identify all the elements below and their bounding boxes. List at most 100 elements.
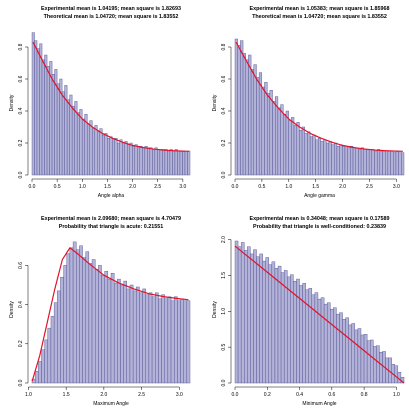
- histogram-bar: [177, 300, 181, 384]
- y-axis-label: Density: [212, 301, 218, 318]
- y-tick-label: 0.6: [18, 262, 24, 269]
- histogram-bar: [317, 298, 322, 384]
- histogram-bar: [81, 118, 85, 176]
- y-tick-label: 0.2: [18, 139, 24, 146]
- histogram-bar: [79, 245, 83, 384]
- histogram-bar: [398, 152, 402, 176]
- histogram-bar: [136, 286, 140, 384]
- histogram-bar: [63, 265, 67, 384]
- histogram-bar: [366, 149, 370, 176]
- histogram-bar: [69, 247, 74, 384]
- y-tick-label: 0.4: [221, 107, 227, 114]
- x-axis-label: Angle gamma: [304, 193, 335, 199]
- histogram-bar: [144, 145, 148, 176]
- y-tick-label: 0.0: [18, 379, 24, 386]
- histogram-bar: [293, 125, 297, 176]
- chart-panel-1: Experimental mean is 1.04195; mean squar…: [9, 6, 191, 199]
- histogram-bar: [308, 288, 313, 384]
- x-tick-label: 0.5: [258, 184, 265, 190]
- x-tick-label: 2.0: [129, 184, 136, 190]
- histogram-bar: [123, 280, 127, 384]
- histogram-bar: [120, 284, 124, 384]
- histogram-bar: [323, 139, 327, 176]
- histogram-bar: [366, 340, 371, 384]
- histogram-bar: [82, 257, 86, 384]
- histogram-bar: [34, 40, 38, 176]
- histogram-bar: [127, 144, 131, 176]
- x-tick-label: 1.0: [285, 184, 292, 190]
- histogram-bar: [345, 317, 349, 384]
- histogram-bar: [342, 145, 346, 176]
- histogram-bar: [293, 280, 297, 384]
- histogram-bar: [159, 149, 163, 176]
- y-tick-label: 0.6: [221, 75, 227, 82]
- histogram-bar: [248, 54, 252, 176]
- x-tick-label: 1.5: [63, 392, 70, 398]
- histogram-bar: [164, 149, 168, 176]
- chart-title-line2: Probability that triangle is acute: 0.21…: [59, 224, 164, 230]
- histogram-bar: [151, 296, 156, 384]
- histogram-bar: [60, 276, 64, 384]
- y-axis-label: Density: [212, 94, 218, 111]
- histogram-bar: [51, 73, 55, 176]
- histogram-bar: [240, 40, 244, 176]
- histogram-bar: [326, 142, 330, 176]
- histogram-bar: [288, 120, 292, 176]
- histogram-bar: [139, 292, 143, 384]
- histogram-bar: [102, 134, 105, 176]
- chart-panel-2: Experimental mean is 1.05383; mean squar…: [212, 6, 405, 199]
- histogram-bar: [76, 112, 80, 176]
- histogram-bar: [371, 149, 375, 176]
- y-tick-label: 0.8: [18, 43, 24, 50]
- histogram-bar: [142, 147, 146, 176]
- histogram-bar: [161, 294, 165, 384]
- histogram-bar: [320, 297, 325, 384]
- histogram-bar: [304, 133, 308, 176]
- histogram-bar: [170, 300, 175, 384]
- chart-title-line2: Theoretical mean is 1.04720; mean square…: [44, 14, 179, 20]
- histogram-bar: [110, 273, 115, 384]
- x-tick-label: 2.5: [138, 392, 145, 398]
- histogram-bar: [382, 150, 386, 176]
- x-tick-label: 0.4: [296, 392, 303, 398]
- histogram-bar: [88, 263, 93, 384]
- histogram-bar: [352, 147, 356, 176]
- histogram-bar: [129, 142, 133, 176]
- histogram-bar: [394, 365, 399, 384]
- x-tick-label: 2.0: [100, 392, 107, 398]
- density-curve: [235, 41, 403, 152]
- histogram-bar: [259, 253, 263, 384]
- histogram-bar: [258, 72, 263, 176]
- histogram-bar: [393, 152, 397, 176]
- histogram-bar: [271, 261, 276, 384]
- x-tick-label: 1.0: [25, 392, 32, 398]
- histogram-bar: [44, 339, 48, 384]
- histogram-bar: [291, 117, 295, 176]
- histogram-bar: [164, 298, 169, 384]
- histogram-bar: [180, 298, 184, 384]
- x-tick-label: 3.0: [179, 184, 186, 190]
- histogram-bar: [117, 142, 120, 176]
- histogram-bar: [268, 264, 273, 384]
- histogram-bar: [155, 292, 159, 384]
- histogram-bar: [117, 278, 121, 384]
- histogram-bar: [315, 139, 319, 176]
- histogram-bar: [167, 296, 172, 384]
- x-axis-label: Maximum Angle: [93, 401, 129, 407]
- histogram-bar: [167, 150, 171, 176]
- x-tick-label: 0.0: [232, 392, 239, 398]
- histogram-bar: [89, 120, 93, 176]
- y-tick-label: 0.6: [18, 75, 24, 82]
- histogram-bar: [50, 316, 55, 384]
- histogram-bar: [107, 137, 110, 176]
- histogram-bar: [76, 249, 80, 384]
- histogram-bar: [56, 83, 60, 176]
- x-tick-label: 0.2: [264, 392, 271, 398]
- histogram-bar: [250, 253, 254, 384]
- histogram-bar: [301, 126, 305, 176]
- density-curve: [234, 245, 405, 384]
- y-tick-label: 1.0: [221, 308, 227, 315]
- histogram-bar: [99, 128, 103, 176]
- histogram-bar: [149, 147, 153, 176]
- histogram-bar: [357, 328, 362, 384]
